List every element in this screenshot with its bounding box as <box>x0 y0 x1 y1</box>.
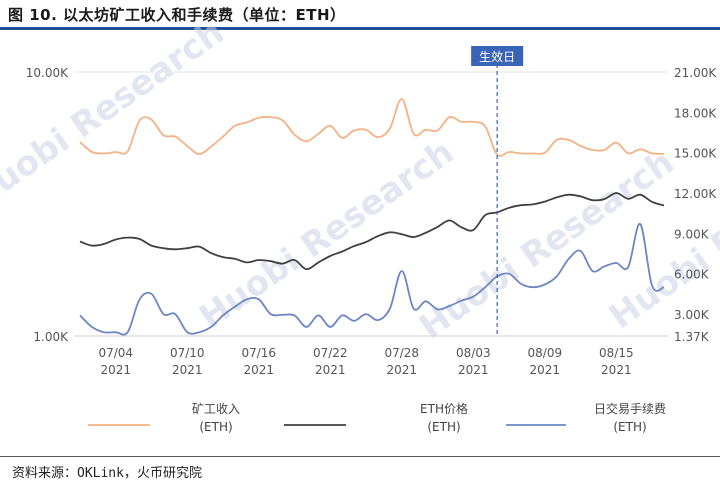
right-tick-label: 6.00K <box>674 268 710 282</box>
legend-label: (ETH) <box>427 420 460 434</box>
x-tick-label: 2021 <box>458 363 489 377</box>
legend-label: (ETH) <box>199 420 232 434</box>
series-miner-income-line <box>79 97 665 158</box>
effective-date-annotation: 生效日 <box>471 46 524 336</box>
x-tick-label: 2021 <box>244 363 275 377</box>
axes: 10.00K 1.00K 21.00K 18.00K 15.00K 12.00K 9.00K… <box>26 66 718 377</box>
series-lines <box>79 97 665 336</box>
x-tick-label: 2021 <box>100 363 131 377</box>
x-tick-label: 07/04 <box>98 346 133 360</box>
legend-label: 日交易手续费 <box>594 401 666 416</box>
x-tick-label: 07/16 <box>241 346 276 360</box>
x-tick-label: 2021 <box>387 363 418 377</box>
right-tick-label: 12.00K <box>674 187 717 201</box>
left-tick-label: 1.00K <box>33 330 69 344</box>
x-tick-label: 08/03 <box>456 346 491 360</box>
x-tick-label: 2021 <box>315 363 346 377</box>
chart-title: 图 10. 以太坊矿工收入和手续费（单位：ETH） <box>8 6 346 24</box>
effective-date-label: 生效日 <box>479 49 515 64</box>
x-tick-label: 08/15 <box>599 346 634 360</box>
left-tick-label: 10.00K <box>26 66 69 80</box>
right-tick-label: 3.00K <box>674 308 710 322</box>
series-eth-price-line <box>79 192 665 271</box>
effective-date-label-bg <box>471 46 524 66</box>
series-daily-fee-line <box>79 223 665 336</box>
x-tick-label: 07/22 <box>313 346 348 360</box>
legend: 矿工收入 (ETH) ETH价格 (ETH) 日交易手续费 (ETH) <box>88 401 666 434</box>
x-tick-label: 2021 <box>530 363 561 377</box>
x-tick-label: 08/09 <box>528 346 563 360</box>
title-divider <box>0 27 720 30</box>
right-tick-label: 18.00K <box>674 106 717 120</box>
right-tick-label: 21.00K <box>674 66 717 80</box>
right-tick-label: 9.00K <box>674 227 710 241</box>
source-note: 资料来源：OKLink，火币研究院 <box>12 466 202 481</box>
footer-divider <box>0 456 720 457</box>
x-tick-label: 2021 <box>601 363 632 377</box>
legend-label: (ETH) <box>613 420 646 434</box>
x-tick-label: 07/28 <box>384 346 419 360</box>
legend-label: 矿工收入 <box>192 402 240 416</box>
right-tick-label: 1.37K <box>674 330 710 344</box>
x-tick-label: 07/10 <box>170 346 205 360</box>
legend-label: ETH价格 <box>420 401 468 416</box>
gridlines <box>74 71 668 337</box>
x-tick-label: 2021 <box>172 363 203 377</box>
right-tick-label: 15.00K <box>674 147 717 161</box>
watermark-text: Huobi Research <box>0 12 231 217</box>
